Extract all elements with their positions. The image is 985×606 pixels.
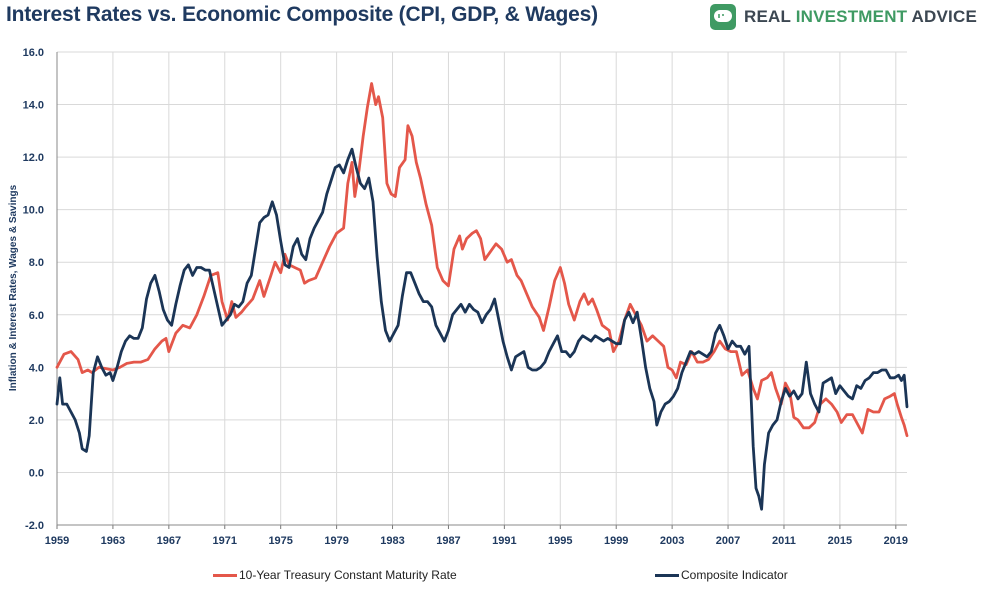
- x-tick-label: 1995: [548, 535, 572, 547]
- legend-swatch-treasury: [213, 573, 237, 577]
- legend-label-composite: Composite Indicator: [681, 568, 788, 582]
- series-line-treasury: [55, 82, 909, 438]
- chart-title: Interest Rates vs. Economic Composite (C…: [6, 3, 598, 26]
- x-tick-label: 1991: [492, 535, 516, 547]
- brand-suffix: ADVICE: [907, 7, 977, 26]
- y-tick-label: 14.0: [23, 100, 44, 112]
- y-tick-label: -2.0: [25, 520, 44, 532]
- x-tick-label: 1979: [324, 535, 348, 547]
- brand-logo: REAL INVESTMENT ADVICE: [710, 4, 977, 30]
- y-tick-label: 4.0: [29, 362, 44, 374]
- x-tick-label: 2003: [660, 535, 684, 547]
- brand-name: REAL INVESTMENT ADVICE: [744, 7, 977, 27]
- brand-prefix: REAL: [744, 7, 796, 26]
- x-tick-label: 2015: [828, 535, 852, 547]
- series-line-composite: [55, 147, 909, 511]
- x-tick-label: 1971: [213, 535, 237, 547]
- y-tick-label: 16.0: [23, 47, 44, 59]
- y-tick-label: 10.0: [23, 205, 44, 217]
- legend-item-treasury: 10-Year Treasury Constant Maturity Rate: [213, 568, 457, 582]
- legend-item-composite: Composite Indicator: [655, 568, 788, 582]
- x-tick-label: 2007: [716, 535, 740, 547]
- y-tick-label: 12.0: [23, 152, 44, 164]
- x-tick-labels: 1959 1963 1967 1971 1975 1979 1983 1987 1991 1995…: [45, 535, 908, 547]
- y-axis-label: Inflation & Interest Rates, Wages & Savi…: [8, 184, 19, 391]
- x-tick-label: 1999: [604, 535, 628, 547]
- legend-swatch-composite: [655, 573, 679, 577]
- x-tick-label: 1963: [101, 535, 125, 547]
- series-lines: [55, 82, 909, 511]
- y-tick-label: 6.0: [29, 310, 44, 322]
- x-tick-label: 1987: [436, 535, 460, 547]
- y-tick-label: 2.0: [29, 415, 44, 427]
- y-tick-labels: -2.0 0.0 2.0 4.0 6.0 8.0 10.0 12.0 14.0 16.0: [23, 47, 44, 532]
- x-tick-label: 1967: [157, 535, 181, 547]
- x-tick-label: 1975: [268, 535, 292, 547]
- x-tick-label: 1983: [380, 535, 404, 547]
- legend-label-treasury: 10-Year Treasury Constant Maturity Rate: [239, 568, 457, 582]
- y-tick-label: 0.0: [29, 467, 44, 479]
- x-tick-label: 1959: [45, 535, 69, 547]
- axes: [56, 52, 907, 529]
- brand-highlight: INVESTMENT: [795, 7, 908, 26]
- gridlines: [57, 51, 907, 525]
- speech-bubble-icon: [710, 4, 736, 30]
- x-tick-label: 2011: [772, 535, 796, 547]
- x-tick-label: 2019: [884, 535, 908, 547]
- y-tick-label: 8.0: [29, 257, 44, 269]
